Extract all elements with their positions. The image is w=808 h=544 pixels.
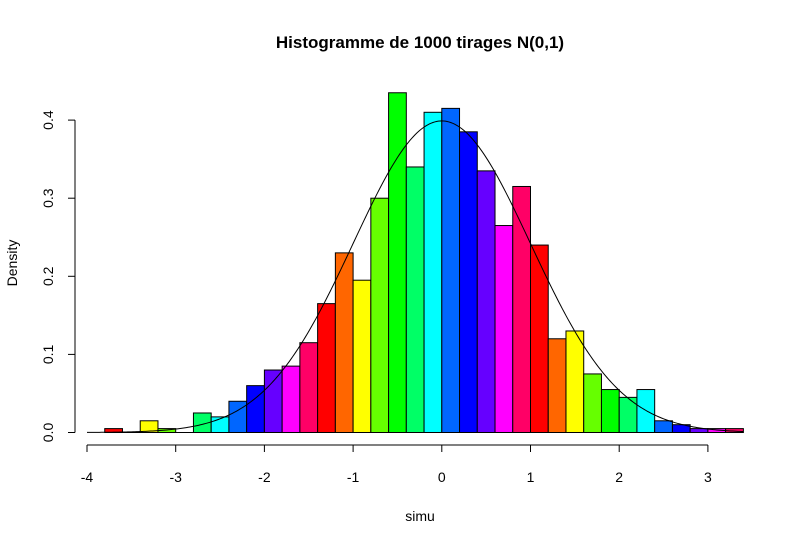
y-tick-label: 0.4 [40,110,56,130]
x-axis-label: simu [405,508,435,524]
histogram-bar [494,225,514,433]
histogram-bar [370,197,390,433]
x-tick-label: 3 [704,469,712,485]
histogram-bar [299,342,319,433]
x-tick-label: 0 [438,469,446,485]
y-tick-label: 0.1 [40,344,56,364]
histogram-bar [512,185,532,433]
y-tick-label: 0.0 [40,423,56,443]
y-axis: 0.0 0.1 0.2 0.3 0.4 [40,110,76,443]
normal-density-curve [86,120,744,433]
y-tick-label: 0.3 [40,188,56,208]
histogram-bar [583,373,602,433]
histogram-bar [547,338,567,433]
histogram-bar [654,420,673,434]
histogram-bar [600,389,620,433]
histogram-bar [459,131,478,433]
chart-title: Histogramme de 1000 tirages N(0,1) [276,33,564,52]
histogram-bar [317,303,336,433]
x-tick-label: 1 [527,469,535,485]
histogram-bar [139,420,159,434]
x-tick-label: -3 [169,469,182,485]
histogram-bar [636,389,656,433]
y-tick-label: 0.2 [40,266,56,286]
x-tick-label: -2 [258,469,271,485]
histogram-bar [530,244,549,433]
x-tick-label: -4 [81,469,94,485]
histogram-bar [405,166,425,434]
x-tick-label: -1 [347,469,360,485]
histogram-bar [352,279,372,434]
y-axis-label: Density [4,240,20,287]
histogram-bar [281,365,301,434]
x-axis: -4 -3 -2 -1 0 1 2 3 [81,444,712,485]
histogram-bar [388,92,407,433]
histogram-bar [423,111,443,433]
histogram-bar [334,252,354,433]
histogram-bar [565,330,585,433]
histogram-bar [263,369,283,433]
histogram-bar [476,170,496,433]
histogram-bar [228,400,248,434]
histogram-bars [104,92,744,434]
histogram-bar [441,107,461,433]
x-tick-label: 2 [615,469,623,485]
